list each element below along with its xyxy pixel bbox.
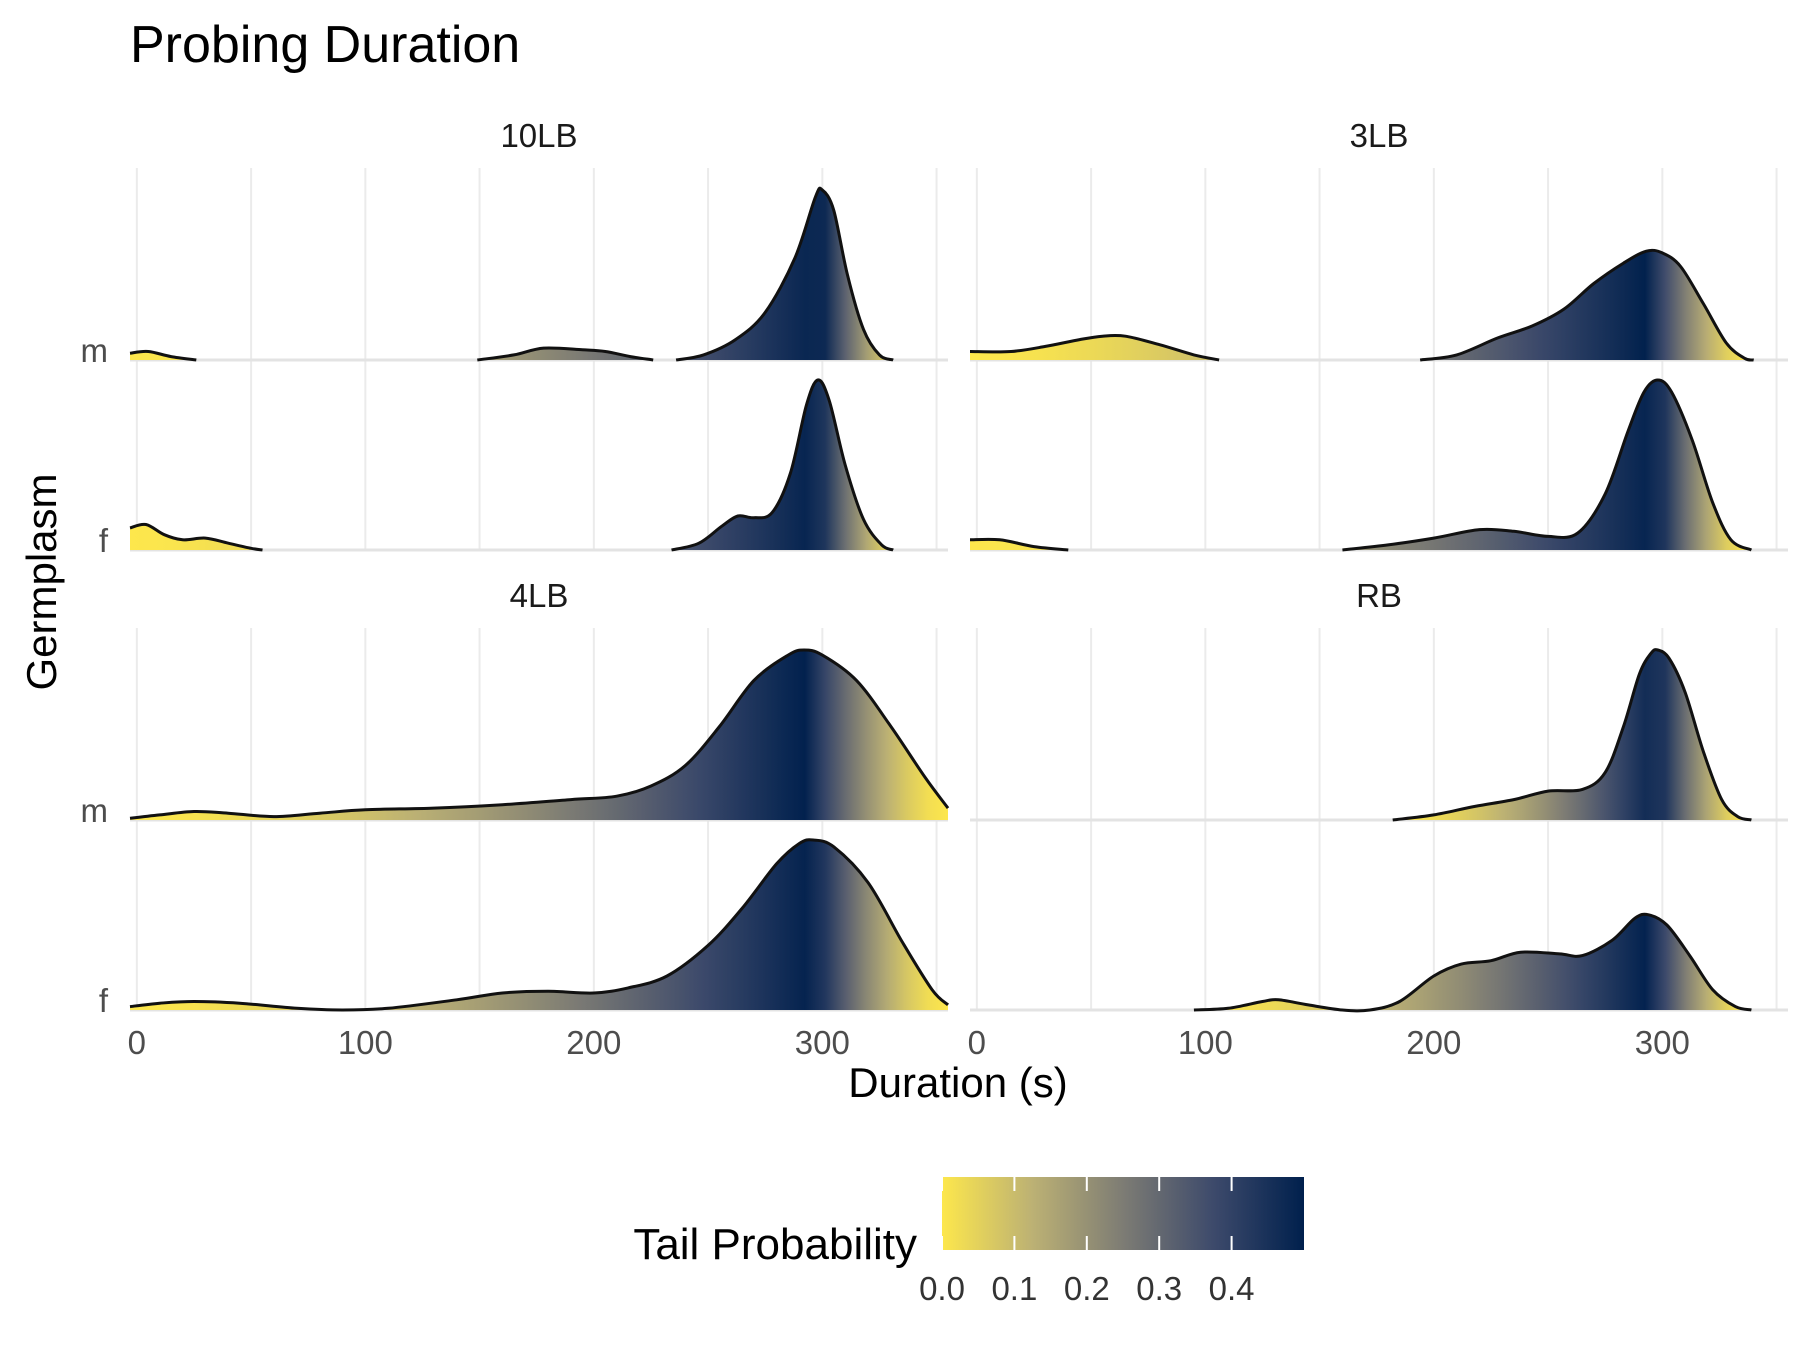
ridge-m [969, 248, 1788, 362]
x-tick-label: 200 [1406, 1024, 1461, 1061]
density-area [676, 188, 894, 360]
density-outline [969, 333, 1220, 362]
density-outline [1419, 248, 1754, 362]
ridge-f [970, 912, 1788, 1013]
facet-label: 4LB [510, 577, 569, 614]
legend-ticks: 0.0 0.1 0.2 0.3 0.4 [919, 1177, 1255, 1307]
density-outline [129, 522, 263, 552]
x-tick-label: 0 [968, 1024, 986, 1061]
density-area [970, 335, 1220, 360]
density-area [1342, 380, 1752, 550]
ridge-m [129, 648, 950, 822]
density-outline [675, 186, 894, 362]
density-outline [129, 838, 950, 1012]
x-tick-label: 200 [566, 1024, 621, 1061]
chart-title: Probing Duration [130, 16, 520, 74]
legend-tick-label: 0.1 [991, 1270, 1037, 1307]
facet-panel-10lb: 10LB m f [81, 117, 948, 559]
density-area [130, 839, 948, 1010]
density-outline [129, 349, 197, 362]
ridge-m [129, 186, 948, 362]
facet-panel-rb: RB 0 100 200 300 [968, 577, 1788, 1061]
density-area [1392, 649, 1752, 820]
facet-label: 10LB [500, 117, 577, 154]
ridge-f [969, 378, 1788, 552]
legend-colorbar [942, 1177, 1304, 1250]
legend-title: Tail Probability [633, 1220, 917, 1269]
facet-label: RB [1356, 577, 1402, 614]
x-axis-label: Duration (s) [848, 1059, 1067, 1106]
y-axis-label: Germplasm [18, 473, 65, 690]
facet-panel-4lb: 4LB m f0 100 200 300 [81, 577, 950, 1061]
x-tick-label: 300 [1635, 1024, 1690, 1061]
facet-label: 3LB [1350, 117, 1409, 154]
color-legend: Tail Probability 0.0 0.1 0.2 0.3 0.4 [633, 1177, 1304, 1307]
density-outline [129, 648, 950, 820]
x-tick-label: 300 [795, 1024, 850, 1061]
row-label-m: m [81, 792, 109, 829]
row-label-f: f [99, 982, 109, 1019]
density-outline [1193, 912, 1752, 1013]
density-outline [1392, 648, 1752, 822]
legend-tick-label: 0.2 [1064, 1270, 1110, 1307]
x-tick-label: 100 [338, 1024, 393, 1061]
x-tick-label: 100 [1178, 1024, 1233, 1061]
legend-tick-label: 0.4 [1209, 1270, 1255, 1307]
density-outline [477, 346, 654, 362]
density-outline [1342, 378, 1753, 552]
ridge-f [129, 838, 950, 1012]
row-label-m: m [81, 332, 109, 369]
facet-panel-3lb: 3LB [969, 117, 1788, 552]
ridge-m [970, 648, 1788, 822]
legend-tick-label: 0.0 [919, 1270, 965, 1307]
row-label-f: f [99, 522, 109, 559]
density-outline [671, 378, 894, 552]
density-outline [969, 537, 1069, 552]
density-area [130, 650, 948, 820]
density-area [1420, 250, 1754, 361]
density-area [671, 379, 894, 550]
density-area [477, 347, 654, 360]
x-tick-label: 0 [128, 1024, 146, 1061]
legend-tick-label: 0.3 [1136, 1270, 1182, 1307]
ridge-f [129, 378, 948, 552]
